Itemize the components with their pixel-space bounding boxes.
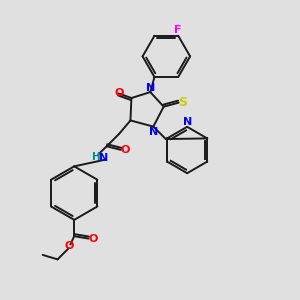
Text: O: O xyxy=(88,234,98,244)
Text: O: O xyxy=(114,88,124,98)
Text: O: O xyxy=(120,145,130,155)
Text: S: S xyxy=(178,96,187,109)
Text: N: N xyxy=(99,153,108,163)
Text: H: H xyxy=(92,152,100,162)
Text: N: N xyxy=(149,127,158,136)
Text: N: N xyxy=(146,82,155,93)
Text: N: N xyxy=(182,117,192,128)
Text: O: O xyxy=(64,241,74,251)
Text: F: F xyxy=(175,26,182,35)
